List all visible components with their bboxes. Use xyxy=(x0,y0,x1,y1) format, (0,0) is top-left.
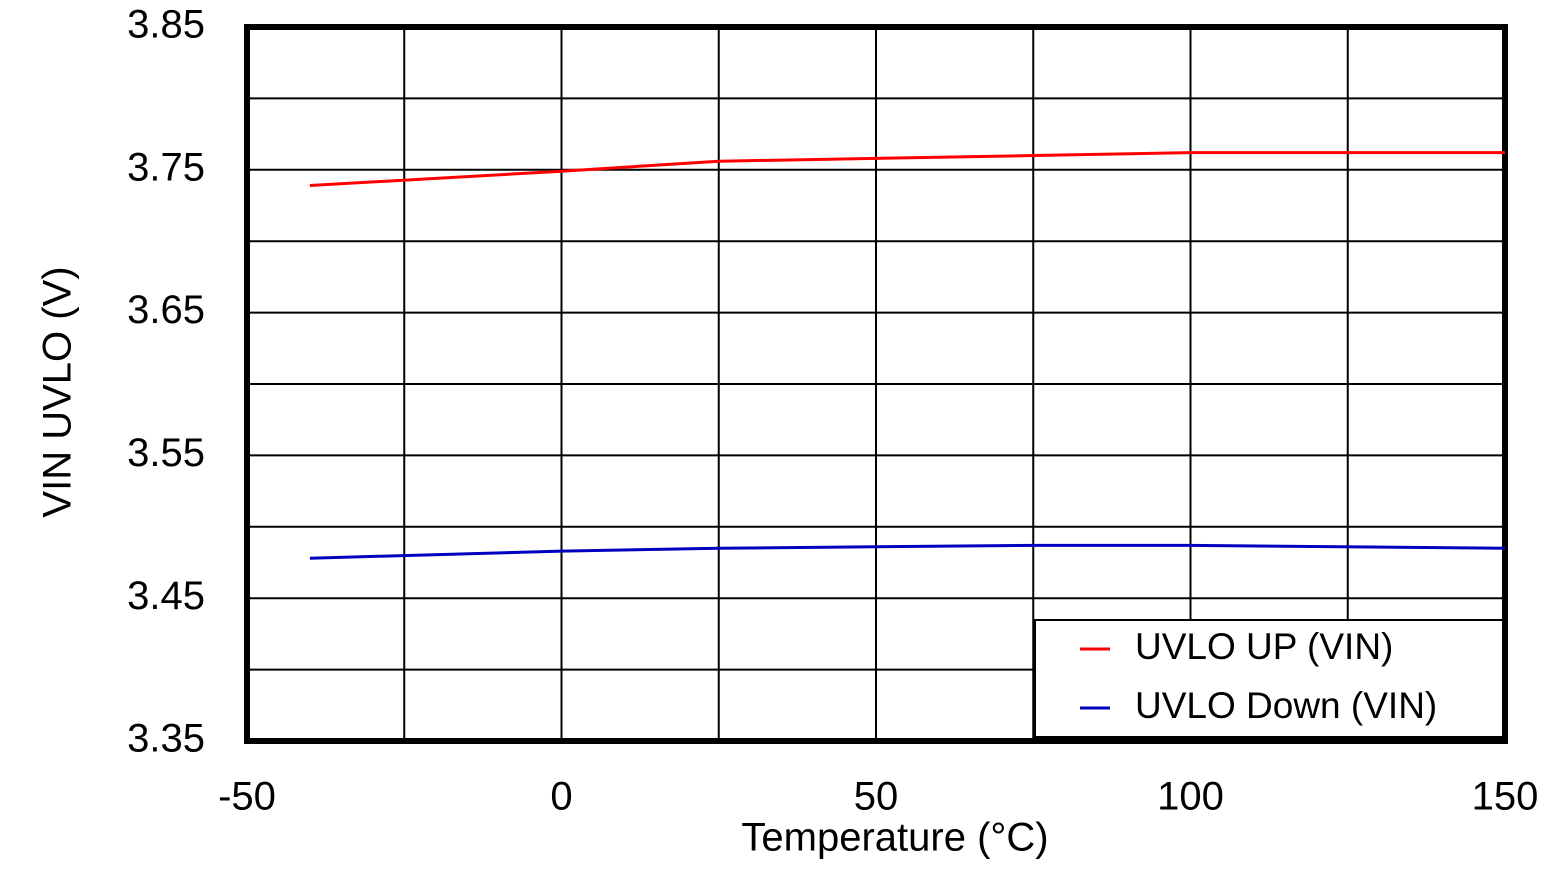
data-line xyxy=(309,543,1506,560)
data-line xyxy=(309,151,1505,188)
plot-frame xyxy=(244,24,1508,744)
legend-label: UVLO Down (VIN) xyxy=(1135,685,1437,726)
legend-box xyxy=(1034,619,1504,738)
x-tick-label: 150 xyxy=(1472,775,1539,819)
legend-label: UVLO UP (VIN) xyxy=(1135,626,1393,667)
y-tick-label: 3.65 xyxy=(127,288,205,332)
x-tick-label: 50 xyxy=(854,775,899,819)
y-tick-label: 3.35 xyxy=(127,717,205,761)
y-tick-label: 3.55 xyxy=(127,431,205,475)
x-tick-label: -50 xyxy=(218,775,276,819)
y-tick-label: 3.75 xyxy=(127,145,205,189)
x-tick-label: 0 xyxy=(550,775,572,819)
y-tick-label: 3.85 xyxy=(127,3,205,47)
y-axis-label: VIN UVLO (V) xyxy=(36,266,80,517)
y-tick-label: 3.45 xyxy=(127,574,205,618)
x-axis-label: Temperature (°C) xyxy=(741,816,1048,860)
x-tick-label: 100 xyxy=(1157,775,1224,819)
